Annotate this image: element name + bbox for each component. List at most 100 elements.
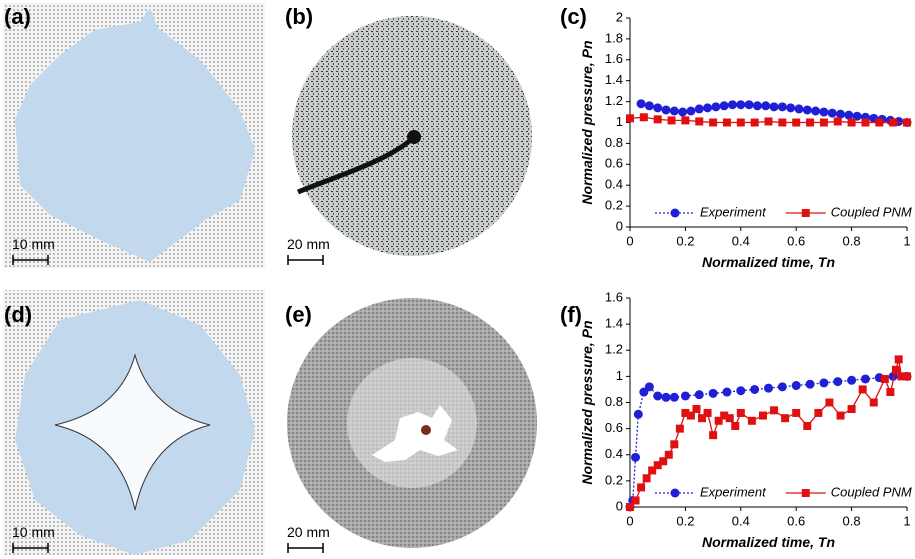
point <box>778 102 787 111</box>
point <box>709 389 718 398</box>
point <box>764 384 773 393</box>
scale-label: 10 mm <box>12 236 55 252</box>
point <box>806 119 814 127</box>
x-tick-label: 0.8 <box>843 513 861 528</box>
point <box>848 119 856 127</box>
scale-label: 20 mm <box>287 524 330 540</box>
point <box>704 409 712 417</box>
y-axis-title: Normalized pressure, Pn <box>579 40 595 204</box>
axes <box>630 298 907 507</box>
point <box>770 406 778 414</box>
point <box>632 496 640 504</box>
point <box>722 388 731 397</box>
y-tick-label: 1.6 <box>605 289 623 304</box>
y-tick-label: 1.8 <box>605 30 623 45</box>
x-tick-label: 0.4 <box>732 513 750 528</box>
point <box>792 119 800 127</box>
point <box>665 451 673 459</box>
x-tick-label: 0.2 <box>676 233 694 248</box>
point <box>861 374 870 383</box>
point <box>770 102 779 111</box>
point <box>794 104 803 113</box>
y-tick-label: 0.2 <box>605 472 623 487</box>
point <box>859 385 867 393</box>
point <box>681 116 689 124</box>
point <box>828 109 837 118</box>
x-tick-label: 0.8 <box>843 233 861 248</box>
y-axis-title: Normalized pressure, Pn <box>579 320 595 484</box>
point <box>643 474 651 482</box>
point <box>681 391 690 400</box>
point <box>631 453 640 462</box>
point <box>670 440 678 448</box>
point <box>792 381 801 390</box>
point <box>875 119 883 127</box>
point <box>861 119 869 127</box>
point <box>723 119 731 127</box>
y-tick-label: 0.2 <box>605 198 623 213</box>
legend-marker <box>671 209 680 218</box>
point <box>814 409 822 417</box>
y-tick-label: 1 <box>616 368 623 383</box>
legend-label: Coupled PNM <box>831 204 912 219</box>
y-tick-label: 0.8 <box>605 394 623 409</box>
x-tick-label: 1 <box>903 513 910 528</box>
point <box>837 412 845 420</box>
point <box>834 117 842 125</box>
point <box>711 102 720 111</box>
y-tick-label: 1.6 <box>605 51 623 66</box>
point <box>731 422 739 430</box>
point <box>737 119 745 127</box>
y-tick-label: 1 <box>616 114 623 129</box>
point <box>886 388 894 396</box>
legend-marker <box>802 209 810 217</box>
point <box>806 380 815 389</box>
x-tick-label: 0.6 <box>787 233 805 248</box>
y-tick-label: 0.4 <box>605 446 623 461</box>
x-tick-label: 0 <box>626 513 633 528</box>
point <box>654 115 662 123</box>
point <box>825 399 833 407</box>
point <box>662 105 671 114</box>
x-tick-label: 0.4 <box>732 233 750 248</box>
y-tick-label: 2 <box>616 9 623 24</box>
legend-marker <box>671 489 680 498</box>
point <box>765 117 773 125</box>
point <box>709 119 717 127</box>
point <box>695 104 704 113</box>
legend-marker <box>802 489 810 497</box>
point <box>759 412 767 420</box>
wellbore <box>421 425 431 435</box>
point <box>676 425 684 433</box>
point <box>686 107 695 116</box>
point <box>844 111 853 120</box>
point <box>761 101 770 110</box>
x-tick-label: 0 <box>626 233 633 248</box>
point <box>753 101 762 110</box>
point <box>836 110 845 119</box>
x-axis-title: Normalized time, Tn <box>702 534 835 550</box>
point <box>670 107 679 116</box>
point <box>751 119 759 127</box>
point <box>820 119 828 127</box>
x-axis-title: Normalized time, Tn <box>702 254 835 270</box>
point <box>792 409 800 417</box>
page: {"panels":[{"label":"(a)","scale_bar":"1… <box>0 0 915 559</box>
point <box>637 99 646 108</box>
point <box>750 385 759 394</box>
point <box>634 410 643 419</box>
point <box>847 376 856 385</box>
point <box>736 386 745 395</box>
y-tick-label: 0.6 <box>605 420 623 435</box>
point <box>692 405 700 413</box>
y-tick-label: 0 <box>616 218 623 233</box>
point <box>662 393 671 402</box>
point <box>626 114 634 122</box>
point <box>778 119 786 127</box>
y-tick-label: 0.4 <box>605 177 623 192</box>
point <box>903 119 911 127</box>
y-tick-label: 1.2 <box>605 342 623 357</box>
panel-label: (b) <box>285 4 313 29</box>
point <box>726 414 734 422</box>
legend-label: Coupled PNM <box>831 484 912 499</box>
